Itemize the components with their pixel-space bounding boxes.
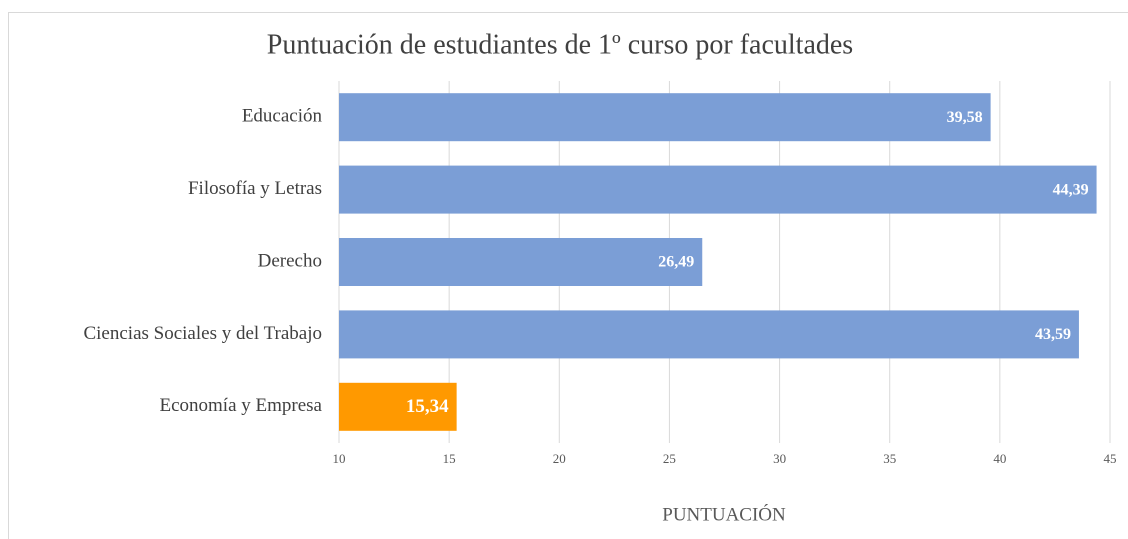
chart-title: Puntuación de estudiantes de 1º curso po… <box>267 29 853 60</box>
x-tick-label: 35 <box>883 451 896 466</box>
x-tick-label: 40 <box>993 451 1006 466</box>
value-label: 39,58 <box>947 109 983 126</box>
value-label: 26,49 <box>658 254 694 271</box>
value-label: 15,34 <box>406 396 449 417</box>
x-tick-label: 30 <box>773 451 786 466</box>
bar <box>339 238 703 286</box>
x-axis-label: PUNTUACIÓN <box>662 503 786 525</box>
x-tick-label: 25 <box>663 451 676 466</box>
x-tick-label: 15 <box>443 451 456 466</box>
x-tick-label: 20 <box>553 451 566 466</box>
y-tick-label: Educación <box>242 106 323 127</box>
y-tick-label: Ciencias Sociales y del Trabajo <box>83 323 322 344</box>
y-tick-label: Derecho <box>258 250 322 271</box>
bar <box>339 382 457 431</box>
x-tick-label: 45 <box>1104 451 1117 466</box>
bar <box>339 165 1097 214</box>
value-label: 43,59 <box>1035 326 1071 343</box>
bar <box>339 310 1079 359</box>
y-tick-label: Economía y Empresa <box>159 395 322 416</box>
value-label: 44,39 <box>1053 181 1089 198</box>
y-tick-label: Filosofía y Letras <box>188 178 322 199</box>
x-tick-label: 10 <box>333 451 346 466</box>
bar <box>339 93 991 142</box>
